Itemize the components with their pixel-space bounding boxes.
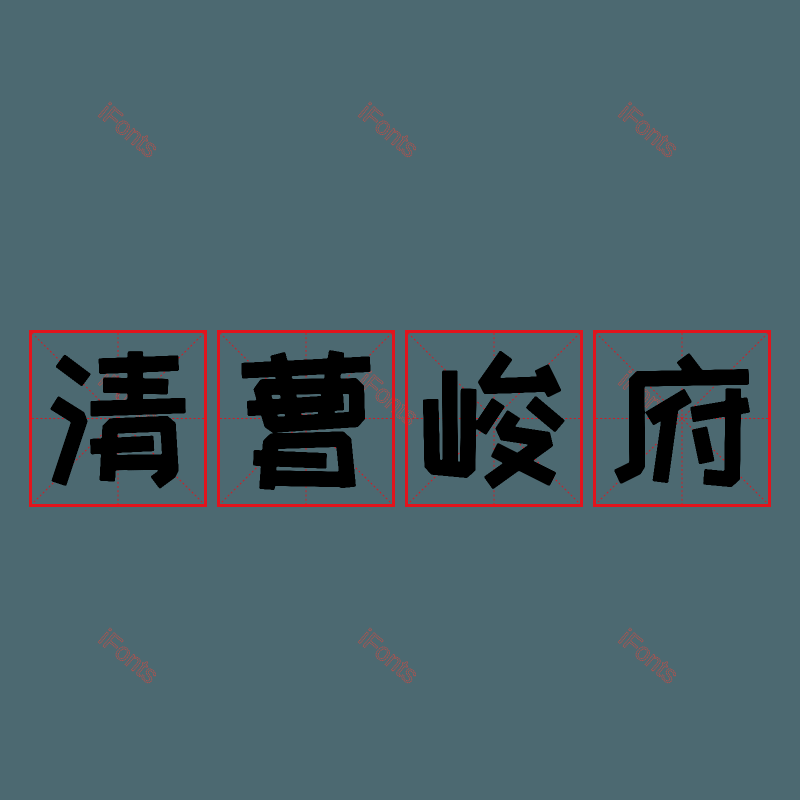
svg-text:iFonts: iFonts	[613, 624, 683, 689]
svg-text:曹: 曹	[231, 336, 380, 498]
svg-text:iFonts: iFonts	[93, 624, 163, 689]
svg-text:iFonts: iFonts	[93, 98, 163, 163]
svg-text:iFonts: iFonts	[353, 98, 423, 163]
svg-text:峻: 峻	[419, 336, 568, 498]
svg-text:iFonts: iFonts	[353, 624, 423, 689]
svg-text:府: 府	[607, 336, 756, 498]
svg-text:iFonts: iFonts	[613, 98, 683, 163]
svg-text:清: 清	[43, 336, 192, 498]
